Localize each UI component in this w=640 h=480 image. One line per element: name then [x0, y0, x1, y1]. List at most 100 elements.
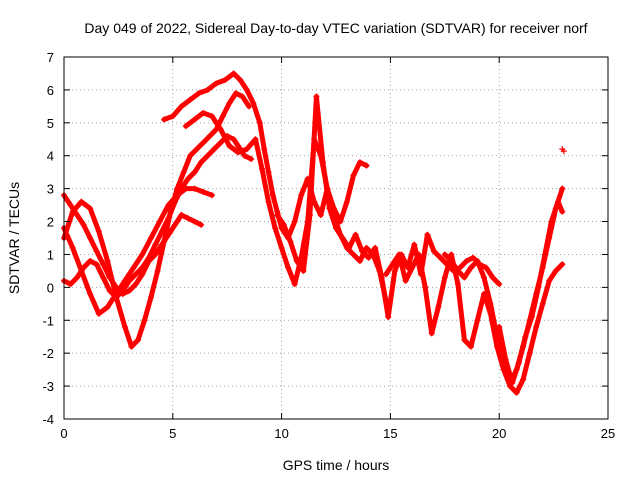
- data-point: [541, 251, 548, 258]
- data-point: [182, 185, 189, 192]
- data-point: [548, 218, 555, 225]
- data-point: [95, 310, 102, 317]
- data-point: [219, 113, 226, 120]
- data-point: [100, 261, 107, 268]
- data-point: [265, 198, 272, 205]
- data-point: [148, 235, 155, 241]
- y-tick-label: 1: [47, 247, 54, 262]
- data-point: [343, 198, 350, 205]
- data-point: [520, 376, 527, 383]
- data-point: [313, 93, 320, 100]
- data-point: [95, 228, 102, 235]
- data-point: [78, 198, 85, 205]
- data-point: [67, 281, 74, 288]
- y-tick-label: 7: [47, 50, 54, 65]
- data-point: [448, 258, 455, 265]
- data-point: [252, 136, 259, 143]
- data-point: [554, 198, 561, 205]
- y-tick-label: 2: [47, 215, 54, 230]
- data-point: [161, 116, 168, 123]
- data-point: [126, 287, 133, 294]
- data-point: [502, 356, 509, 363]
- data-point: [383, 271, 390, 278]
- data-point: [559, 208, 566, 215]
- y-tick-label: 3: [47, 182, 54, 197]
- data-point: [300, 267, 307, 274]
- data-point: [424, 231, 431, 238]
- data-point: [363, 162, 370, 169]
- data-point: [415, 251, 422, 258]
- data-point: [211, 146, 218, 153]
- data-point: [372, 244, 379, 251]
- data-point: [317, 211, 324, 218]
- data-point: [178, 103, 185, 110]
- data-point: [104, 258, 111, 265]
- data-point: [235, 142, 242, 149]
- data-point: [69, 208, 76, 215]
- data-point: [448, 251, 455, 258]
- y-tick-label: -1: [42, 313, 54, 328]
- data-point: [191, 169, 198, 176]
- data-point: [93, 248, 100, 255]
- data-point: [128, 343, 135, 350]
- x-tick-label: 20: [492, 426, 506, 441]
- data-point: [389, 261, 396, 268]
- data-point: [496, 323, 503, 330]
- data-point: [363, 244, 370, 251]
- data-point: [104, 304, 111, 311]
- data-point: [411, 241, 418, 248]
- data-point: [213, 80, 220, 87]
- data-point: [515, 360, 522, 367]
- data-point: [293, 258, 300, 265]
- data-point: [169, 113, 176, 120]
- data-series: [61, 70, 567, 396]
- data-point: [139, 251, 146, 258]
- data-point: [474, 317, 481, 324]
- data-point: [148, 294, 155, 301]
- data-point: [154, 267, 161, 274]
- y-tick-label: -4: [42, 412, 54, 427]
- data-point: [180, 169, 187, 176]
- y-tick-label: 6: [47, 83, 54, 98]
- data-point: [200, 139, 207, 146]
- data-point: [206, 132, 213, 139]
- data-point: [245, 103, 252, 110]
- data-point: [454, 281, 461, 288]
- data-point: [539, 300, 546, 307]
- data-point: [365, 254, 372, 261]
- data-point: [239, 93, 246, 100]
- data-point: [339, 235, 346, 241]
- data-point: [67, 202, 74, 209]
- data-point: [200, 109, 207, 116]
- data-point: [204, 86, 211, 93]
- data-point: [139, 264, 146, 271]
- data-point: [552, 267, 559, 274]
- data-point: [235, 149, 242, 156]
- data-point: [259, 165, 266, 172]
- x-tick-label: 10: [274, 426, 288, 441]
- data-point: [237, 77, 244, 84]
- data-point: [391, 267, 398, 274]
- data-point: [272, 225, 279, 232]
- data-point: [250, 100, 257, 107]
- data-point: [454, 267, 461, 274]
- data-point: [265, 169, 272, 176]
- data-point: [152, 251, 159, 258]
- data-point: [346, 244, 353, 251]
- data-point: [396, 251, 403, 258]
- data-point: [222, 77, 229, 84]
- data-point: [256, 119, 263, 126]
- data-point: [496, 281, 503, 288]
- data-point: [191, 116, 198, 123]
- data-point: [402, 277, 409, 284]
- data-point: [174, 185, 181, 192]
- data-point: [470, 254, 477, 261]
- data-point: [217, 139, 224, 146]
- data-point: [78, 267, 85, 274]
- data-point: [319, 159, 326, 166]
- data-point: [198, 159, 205, 166]
- data-point: [533, 323, 540, 330]
- data-point: [463, 258, 470, 265]
- data-point: [106, 287, 113, 294]
